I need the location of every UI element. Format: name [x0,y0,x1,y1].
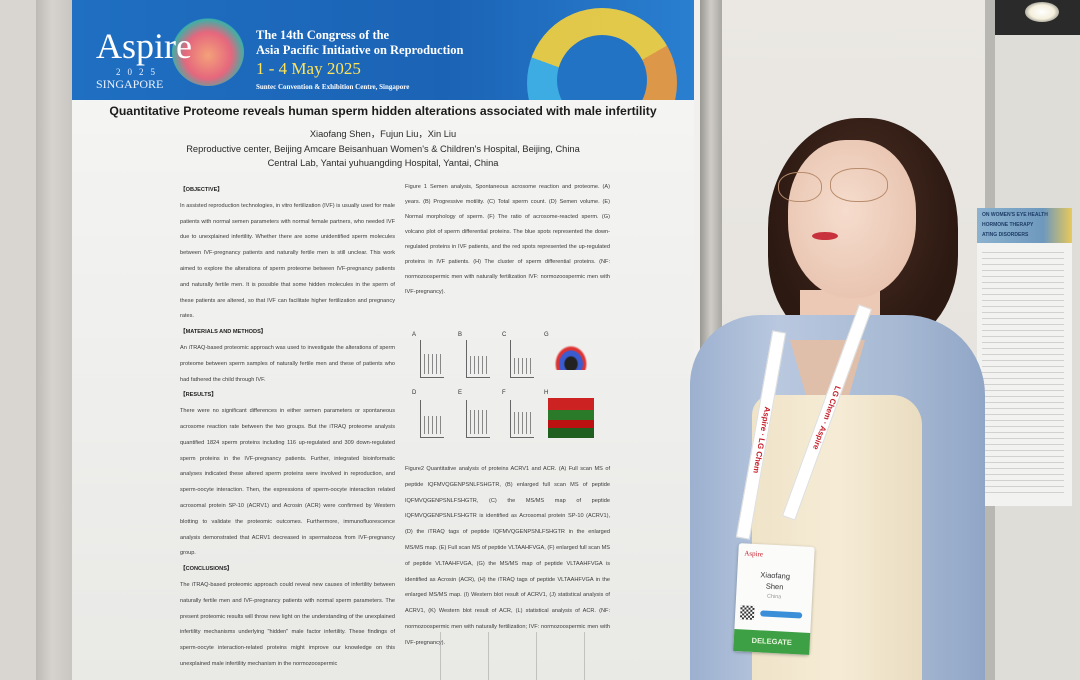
person-face [788,140,916,298]
adjacent-poster-text [982,252,1064,497]
congress-dates: 1 - 4 May 2025 [256,59,361,78]
poster-affiliation-2: Central Lab, Yantai yuhuangding Hospital… [267,158,499,168]
figure2-panels [420,632,610,680]
figure2-caption: Figure2 Quantitative analysis of protein… [405,466,610,646]
panel-a-plot [420,340,444,378]
panel-d-plot [420,400,444,438]
methods-text: An iTRAQ-based proteomic approach was us… [180,344,395,383]
congress-banner: Aspire 2025 SINGAPORE The 14th Congress … [72,0,694,100]
ceiling-lamp [1025,2,1059,22]
conclusions-text: The iTRAQ-based proteomic approach could… [180,581,395,667]
congress-line-1: The 14th Congress of the [256,28,390,42]
qr-code-icon [739,605,755,620]
figure1: A B C G D E F H [410,330,610,448]
adjacent-poster-title-1: ON WOMEN'S EYE HEALTH [982,212,1048,218]
methods-heading: 【MATERIALS AND METHODS】 [180,329,267,336]
panel-label: C [502,332,507,338]
poster-affiliation-1: Reproductive center, Beijing Amcare Beis… [186,144,580,154]
logo-word: Aspire [96,26,192,66]
conclusions-heading: 【CONCLUSIONS】 [180,566,233,573]
panel-c-plot [510,340,534,378]
panel-label: G [544,332,549,338]
results-text: There were no significant differences in… [180,408,395,557]
congress-venue: Suntec Convention & Exhibition Centre, S… [256,83,410,91]
poster-authors: Xiaofang Shen，Fujun Liu，Xin Liu [309,129,457,139]
figure1-caption: Figure 1 Semen analysis, Spontaneous acr… [405,184,610,295]
panel-f-plot [510,400,534,438]
volcano-plot [550,340,592,370]
panel-label: H [544,390,549,396]
panel-label: D [412,390,417,396]
badge-role: DELEGATE [733,628,811,655]
objective-heading: 【OBJECTIVE】 [180,187,223,193]
cluster-heatmap [548,398,594,438]
logo-year: 2025 [116,67,162,77]
badge-logo: Aspire [744,549,764,559]
person-lips [812,232,838,240]
panel-label: B [458,332,463,338]
panel-label: A [412,332,417,338]
panel-label: E [458,390,463,396]
poster-title: Quantitative Proteome reveals human sper… [109,104,657,118]
adjacent-poster-title-2: HORMONE THERAPY [982,222,1034,228]
name-badge: Aspire Xiaofang Shen China DELEGATE [733,543,815,655]
badge-country: China [766,593,782,601]
merlion-logo-icon [172,18,244,86]
poster-left-column: 【OBJECTIVE】 In assisted reproduction tec… [180,183,395,673]
panel-e-plot [466,400,490,438]
objective-text: In assisted reproduction technologies, i… [180,202,395,320]
rainbow-arc-center [557,35,647,100]
glasses-icon [830,168,888,202]
congress-line-2: Asia Pacific Initiative on Reproduction [256,43,464,57]
badge-last-name: Shen [765,581,784,592]
glasses-icon [778,172,822,202]
badge-pill [760,610,803,619]
wall [0,0,40,680]
adjacent-poster-banner [977,208,1072,243]
results-heading: 【RESULTS】 [180,392,217,399]
congress-name: The 14th Congress of the Asia Pacific In… [256,28,463,58]
poster-board-frame [36,0,76,680]
panel-b-plot [466,340,490,378]
panel-label: F [502,390,506,396]
logo-city: SINGAPORE [96,77,164,91]
adjacent-poster-title-3: ATING DISORDERS [982,232,1029,238]
poster-right-column: Figure 1 Semen analysis, Spontaneous acr… [405,180,610,300]
